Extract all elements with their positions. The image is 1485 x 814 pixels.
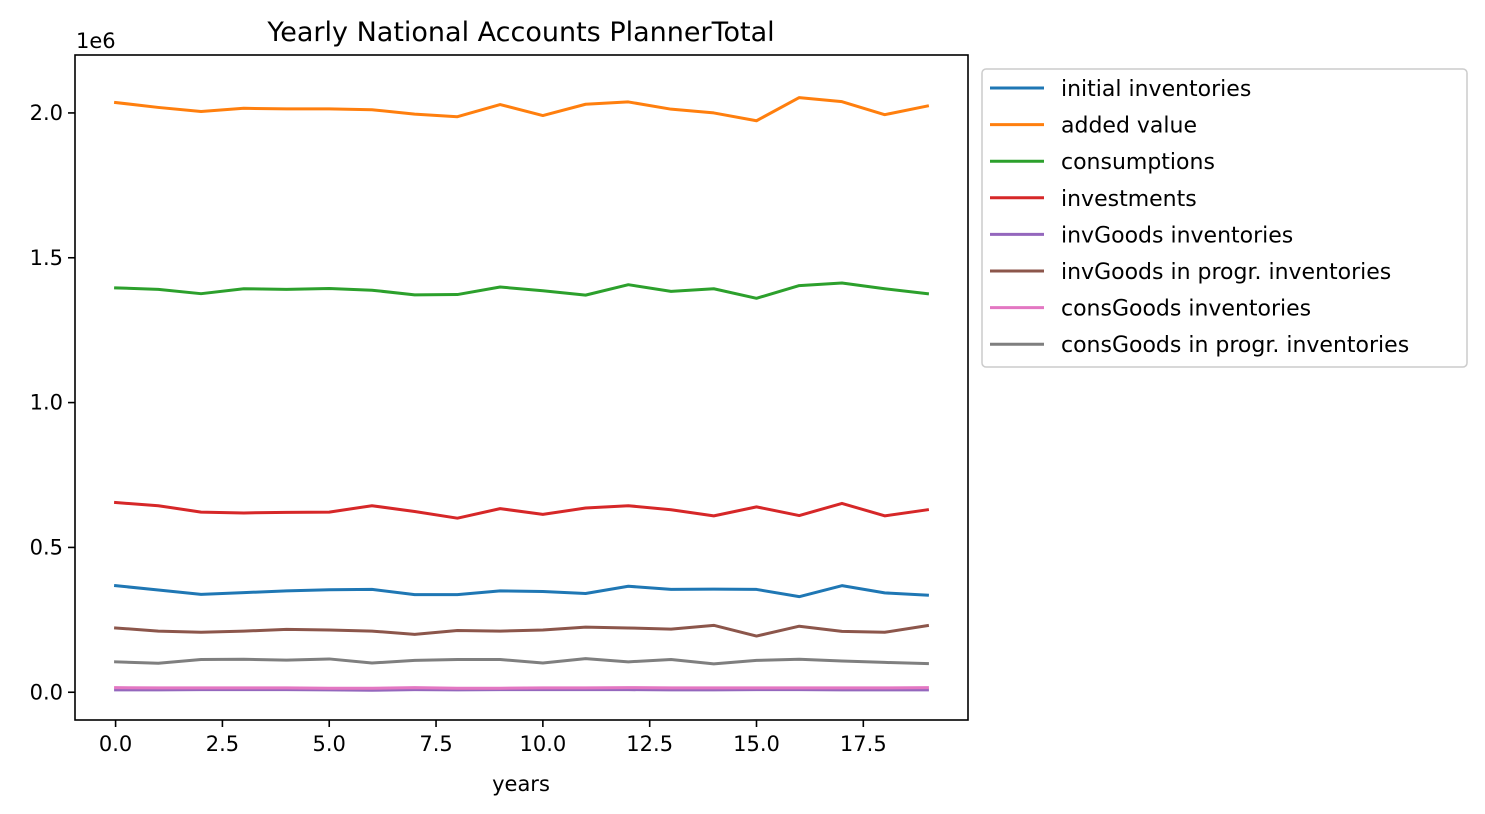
series-line-7 [114, 686, 929, 690]
x-tick-label: 5.0 [313, 732, 346, 756]
x-axis-label: years [492, 772, 550, 796]
legend: initial inventories added value consumptio… [981, 68, 1468, 368]
series-line-3 [114, 281, 930, 300]
legend-label: investments [1061, 187, 1197, 212]
legend-label: consGoods inventories [1061, 297, 1311, 322]
x-tick-label: 17.5 [840, 732, 887, 756]
legend-label: initial inventories [1061, 77, 1251, 102]
x-axis: 0.0 2.5 5.0 7.5 10.0 12.5 15.0 17.5 [99, 720, 887, 756]
series-line-1 [113, 584, 929, 599]
series-line-2 [113, 96, 930, 123]
chart-title: Yearly National Accounts PlannerTotal [266, 17, 774, 48]
x-tick-label: 10.0 [519, 732, 566, 756]
x-tick-label: 2.5 [206, 732, 239, 756]
legend-label: added value [1061, 114, 1197, 139]
y-tick-label: 1.0 [30, 391, 63, 415]
plot-frame [74, 54, 969, 721]
series-line-6 [113, 623, 930, 638]
legend-label: consumptions [1061, 150, 1215, 175]
series-line-5 [114, 688, 929, 692]
x-tick-label: 15.0 [733, 732, 780, 756]
x-tick-label: 12.5 [626, 732, 673, 756]
legend-label: consGoods in progr. inventories [1061, 333, 1409, 358]
y-tick-label: 0.0 [30, 680, 63, 704]
legend-box [981, 68, 1468, 368]
series-line-4 [113, 500, 930, 520]
x-tick-label: 7.5 [419, 732, 452, 756]
x-tick-label: 0.0 [99, 732, 132, 756]
y-tick-label: 1.5 [30, 246, 63, 270]
y-offset-label: 1e6 [76, 29, 116, 53]
y-tick-label: 0.5 [30, 535, 63, 559]
legend-label: invGoods in progr. inventories [1061, 260, 1391, 285]
legend-label: invGoods inventories [1061, 223, 1293, 248]
y-axis: 0.0 0.5 1.0 1.5 2.0 [30, 101, 75, 704]
y-tick-label: 2.0 [30, 101, 63, 125]
series-line-8 [114, 657, 929, 666]
plot-lines [113, 96, 930, 692]
